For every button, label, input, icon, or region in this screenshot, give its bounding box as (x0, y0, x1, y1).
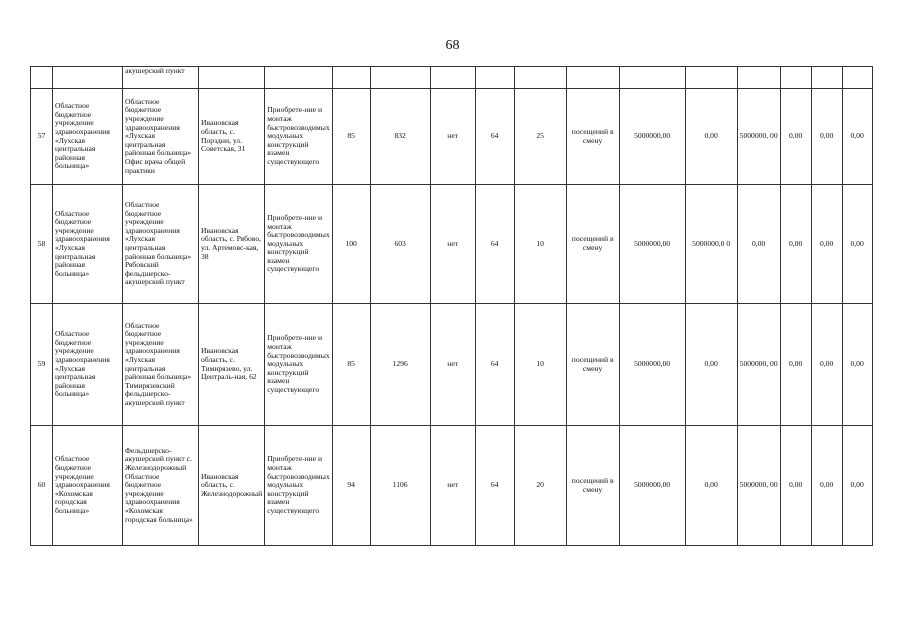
table-row: 59 Областное бюджетное учреждение здравоо… (30, 303, 873, 426)
cell-amount: 0,00 (810, 88, 843, 185)
cell-amount: 0,00 (810, 425, 843, 546)
cell-amount: 5000000, 00 (736, 303, 781, 426)
cell-amount: 0,00 (779, 184, 812, 304)
facilities-table: акушерский пункт 57 Областное бюджетное у… (30, 66, 873, 546)
cell-amount: 0,00 (736, 184, 781, 304)
cell-value: нет (429, 425, 476, 546)
cell-row-number: 60 (30, 425, 53, 546)
cell-amount: 0,00 (810, 184, 843, 304)
page-number: 68 (445, 38, 460, 53)
cell-amount: 0,00 (841, 88, 873, 185)
cell-amount-total: 5000000,00 (618, 425, 686, 546)
cell-value: 20 (513, 425, 567, 546)
cell-amount: 0,00 (779, 425, 812, 546)
cell-organization: Областное бюджетное учреждение здравоохр… (52, 303, 123, 426)
cell-row-number: 58 (30, 184, 53, 304)
table-row: 60 Областное бюджетное учреждение здравоо… (30, 425, 873, 546)
cell-amount: 0,00 (684, 88, 738, 185)
cell-address: Ивановская область, с. Порздни, ул. Сове… (197, 88, 266, 185)
cell-work-type: Приобрете-ние и монтаж быстровозводимых … (264, 303, 333, 426)
cell-amount: 0,00 (779, 88, 812, 185)
cell-value: 10 (513, 184, 567, 304)
cell-row-number: 59 (30, 303, 53, 426)
cell-value: 85 (331, 88, 371, 185)
cell-amount-total: 5000000,00 (618, 88, 686, 185)
cell-value: 603 (369, 184, 431, 304)
cell-value: нет (429, 303, 476, 426)
cell-value: 64 (474, 303, 515, 426)
cell-amount: 0,00 (684, 303, 738, 426)
cell-row-number: 57 (30, 88, 53, 185)
cell-value: 832 (369, 88, 431, 185)
cell-value: нет (429, 88, 476, 185)
cell-value: 25 (513, 88, 567, 185)
cell-work-type: Приобрете-ние и монтаж быстровозводимых … (264, 184, 333, 304)
cell-amount: 0,00 (810, 303, 843, 426)
continuation-row: акушерский пункт (30, 66, 873, 89)
cell-unit: посещений в смену (565, 425, 620, 546)
cell-unit: посещений в смену (565, 303, 620, 426)
cell-amount: 0,00 (684, 425, 738, 546)
cell-amount: 0,00 (841, 184, 873, 304)
cell-facility-name: Областное бюджетное учреждение здравоохр… (122, 184, 199, 304)
cell-amount: 5000000, 00 (736, 88, 781, 185)
cell-organization: Областное бюджетное учреждение здравоохр… (52, 425, 123, 546)
cell-value: 1296 (369, 303, 431, 426)
cell-value: 64 (474, 88, 515, 185)
cell-value: 85 (331, 303, 371, 426)
cell-amount: 0,00 (841, 303, 873, 426)
cell-address: Ивановская область, с. Тимирязево, ул. Ц… (197, 303, 266, 426)
cell-value: 64 (474, 425, 515, 546)
cell-amount: 0,00 (779, 303, 812, 426)
cell-work-type: Приобрете-ние и монтаж быстровозводимых … (264, 425, 333, 546)
cell-value: 94 (331, 425, 371, 546)
cell-value: нет (429, 184, 476, 304)
cell-facility-name: Областное бюджетное учреждение здравоохр… (122, 303, 199, 426)
cell-value: 1106 (369, 425, 431, 546)
cell-organization: Областное бюджетное учреждение здравоохр… (52, 88, 123, 185)
table-row: 58 Областное бюджетное учреждение здравоо… (30, 184, 873, 304)
table-row: 57 Областное бюджетное учреждение здравоо… (30, 88, 873, 185)
continuation-text: акушерский пункт (122, 66, 199, 89)
cell-amount-total: 5000000,00 (618, 184, 686, 304)
cell-amount-total: 5000000,00 (618, 303, 686, 426)
cell-value: 64 (474, 184, 515, 304)
cell-address: Ивановская область, с. Рябово, ул. Артем… (197, 184, 266, 304)
cell-amount: 5000000, 00 (736, 425, 781, 546)
cell-facility-name: Фельдшерско-акушерский пункт с. Железнод… (122, 425, 199, 546)
cell-unit: посещений в смену (565, 88, 620, 185)
cell-address: Ивановская область, с. Железнодорожный (197, 425, 266, 546)
cell-organization: Областное бюджетное учреждение здравоохр… (52, 184, 123, 304)
cell-unit: посещений в смену (565, 184, 620, 304)
cell-amount: 5000000,0 0 (684, 184, 738, 304)
cell-facility-name: Областное бюджетное учреждение здравоохр… (122, 88, 199, 185)
cell-value: 10 (513, 303, 567, 426)
cell-work-type: Приобрете-ние и монтаж быстровозводимых … (264, 88, 333, 185)
cell-value: 100 (331, 184, 371, 304)
cell-amount: 0,00 (841, 425, 873, 546)
